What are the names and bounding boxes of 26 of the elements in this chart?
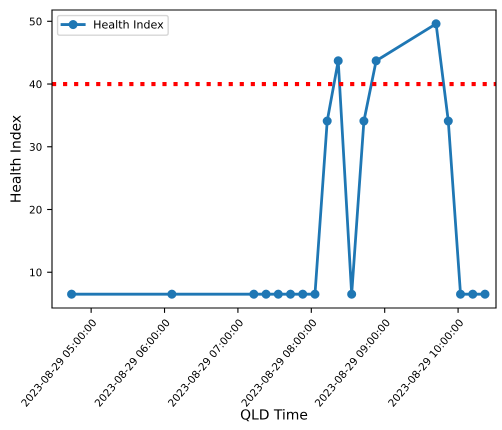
point [444, 116, 453, 126]
point [432, 19, 441, 28]
point [468, 290, 478, 299]
point [359, 116, 368, 126]
y-tick-label: 20 [30, 206, 42, 214]
point [67, 290, 76, 299]
point [310, 290, 320, 299]
point [262, 290, 271, 299]
y-tick-label: 30 [30, 142, 42, 151]
point [298, 290, 308, 299]
point [322, 116, 332, 126]
point [480, 290, 490, 299]
y-tick-label: 10 [30, 268, 42, 276]
y-tick-label: 50 [30, 18, 42, 26]
point [347, 290, 356, 299]
point [286, 290, 296, 299]
point [274, 290, 283, 299]
point [372, 56, 381, 66]
point [167, 290, 176, 299]
point [249, 290, 258, 299]
y-tick-label: 40 [30, 80, 42, 88]
point [334, 56, 343, 66]
x-axis-title: QLD Time [240, 408, 308, 422]
y-axis-title: Health Index [10, 115, 21, 202]
legend-label: Health Index [94, 20, 164, 29]
point [456, 290, 466, 299]
